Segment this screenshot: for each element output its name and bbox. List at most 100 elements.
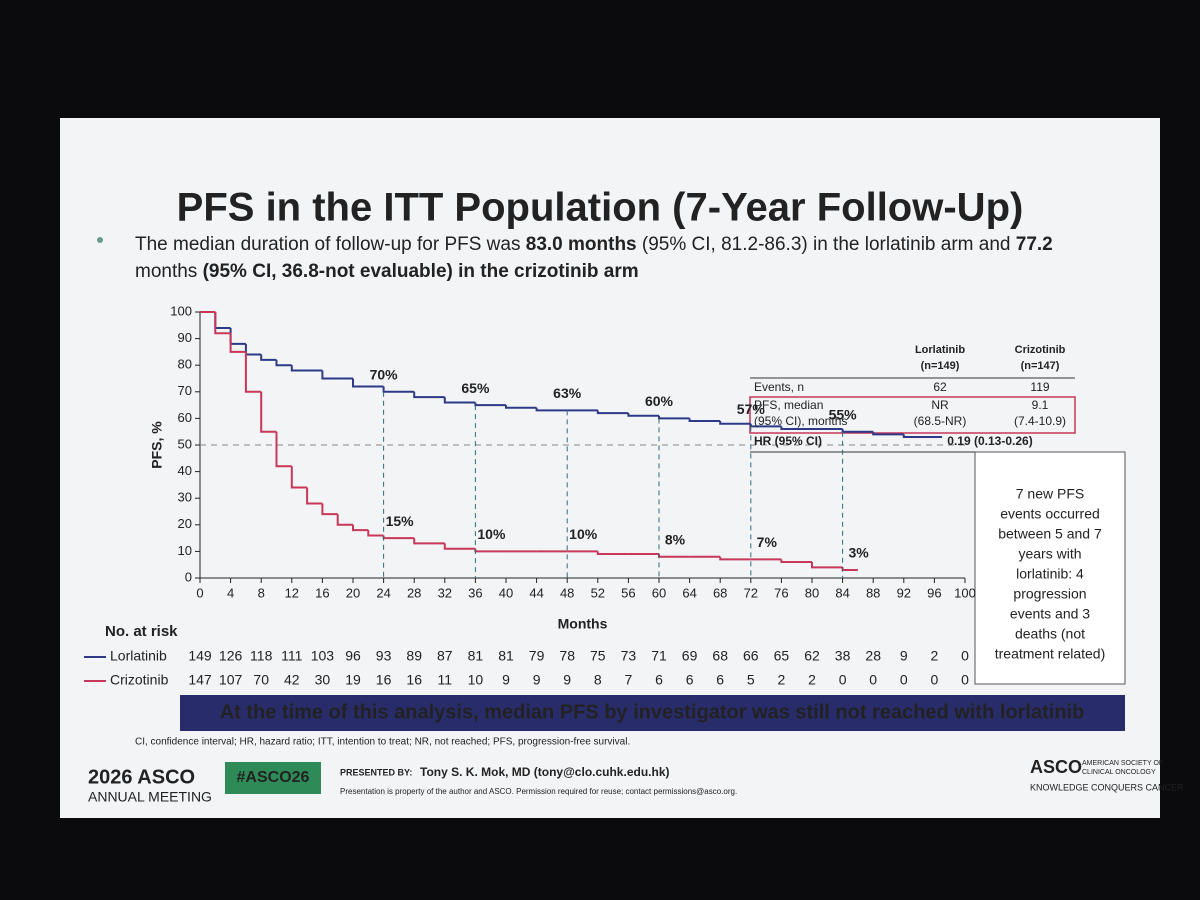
banner-text: At the time of this analysis, median PFS… (220, 701, 1085, 723)
presenter: Tony S. K. Mok, MD (tony@clo.cuhk.edu.hk… (420, 765, 670, 779)
risk-count: 87 (437, 648, 453, 664)
km-step (719, 421, 751, 425)
y-tick-label: 100 (170, 303, 192, 318)
risk-count: 11 (438, 672, 453, 688)
abbreviations: CI, confidence interval; HR, hazard rati… (135, 737, 630, 748)
x-tick-label: 4 (227, 585, 234, 600)
x-tick-label: 24 (376, 585, 390, 600)
meeting-sub: ANNUAL MEETING (88, 789, 212, 805)
x-tick-label: 92 (897, 585, 911, 600)
y-tick-label: 90 (178, 330, 192, 345)
landmark-label: 15% (386, 513, 415, 529)
km-step (596, 410, 629, 415)
km-step (719, 556, 751, 561)
km-step (244, 351, 262, 393)
risk-count: 147 (188, 672, 212, 688)
risk-count: 19 (345, 672, 361, 688)
risk-count: 2 (808, 672, 816, 688)
risk-count: 0 (961, 672, 969, 688)
x-tick-label: 84 (835, 585, 849, 600)
bullet-segment: (95% CI, 81.2-86.3) in the lorlatinib ar… (637, 234, 1016, 255)
risk-count: 7 (625, 672, 633, 688)
km-step (627, 413, 659, 417)
x-tick-label: 88 (866, 585, 880, 600)
risk-count: 6 (686, 672, 694, 688)
y-tick-label: 30 (178, 490, 192, 505)
risk-count: 66 (743, 648, 759, 664)
risk-count: 71 (651, 648, 667, 664)
risk-count: 96 (345, 648, 361, 664)
banner (180, 695, 1125, 731)
km-step (413, 391, 445, 399)
risk-count: 62 (804, 648, 820, 664)
y-tick-label: 40 (178, 463, 192, 478)
km-step (336, 514, 353, 526)
risk-count: 9 (533, 672, 541, 688)
y-tick-label: 0 (185, 569, 192, 584)
slide-title: PFS in the ITT Population (7-Year Follow… (177, 186, 1024, 230)
x-tick-label: 52 (591, 585, 605, 600)
table-header: Lorlatinib (915, 344, 965, 356)
risk-count: 89 (406, 648, 422, 664)
bullet-dot (97, 237, 103, 243)
km-step (275, 359, 292, 367)
km-step (214, 312, 231, 335)
risk-count: 2 (778, 672, 786, 688)
risk-count: 9 (563, 672, 571, 688)
risk-count: 6 (655, 672, 663, 688)
x-tick-label: 8 (258, 585, 265, 600)
km-step (260, 391, 277, 433)
landmark-label: 60% (645, 393, 674, 409)
table-cell: 9.1 (1032, 398, 1049, 412)
table-cell: NR (931, 398, 949, 412)
table-label: (95% CI), months (754, 414, 847, 428)
risk-count: 103 (311, 648, 335, 664)
table-label: PFS, median (754, 398, 823, 412)
risk-count: 73 (621, 648, 637, 664)
km-step (780, 559, 812, 564)
y-tick-label: 50 (178, 436, 192, 451)
org-name: CLINICAL ONCOLOGY (1082, 769, 1156, 776)
hashtag: #ASCO26 (237, 769, 310, 786)
x-tick-label: 36 (468, 585, 482, 600)
km-step (413, 538, 445, 545)
table-cell: (68.5-NR) (914, 414, 967, 428)
x-tick-label: 56 (621, 585, 635, 600)
km-step (505, 405, 537, 409)
y-tick-label: 10 (178, 543, 192, 558)
risk-count: 118 (250, 648, 273, 664)
risk-count: 9 (900, 648, 908, 664)
bullet-segment: (95% CI, 36.8-not evaluable) in the criz… (197, 261, 638, 282)
km-step (321, 503, 338, 516)
x-tick-label: 72 (744, 585, 758, 600)
risk-count: 8 (594, 672, 602, 688)
risk-count: 2 (931, 648, 939, 664)
landmark-label: 63% (553, 385, 582, 401)
x-tick-label: 20 (346, 585, 360, 600)
km-step (902, 434, 943, 439)
x-tick-label: 28 (407, 585, 421, 600)
tagline: KNOWLEDGE CONQUERS CANCER (1030, 782, 1184, 792)
km-step (367, 530, 384, 537)
risk-count: 81 (498, 648, 514, 664)
km-step (352, 378, 384, 388)
table-header: (n=147) (1021, 360, 1060, 372)
median-box (749, 396, 1076, 434)
table-cell: 62 (933, 380, 947, 394)
note-box (974, 451, 1126, 685)
note-line: 7 new PFS (1016, 486, 1084, 502)
landmark-label: 7% (757, 534, 778, 550)
risk-count: 78 (559, 648, 575, 664)
note-line: treatment related) (995, 646, 1106, 662)
table-cell: 0.19 (0.13-0.26) (947, 434, 1032, 448)
x-tick-label: 64 (682, 585, 696, 600)
landmark-label: 10% (569, 526, 598, 542)
landmark-label: 55% (829, 406, 858, 422)
risk-count: 107 (219, 672, 243, 688)
bullet-segment: months (135, 261, 197, 282)
km-step (290, 365, 323, 372)
note-line: deaths (not (1015, 626, 1085, 642)
risk-count: 70 (253, 672, 269, 688)
bullet-segment: The median duration of follow-up for PFS… (135, 234, 526, 255)
